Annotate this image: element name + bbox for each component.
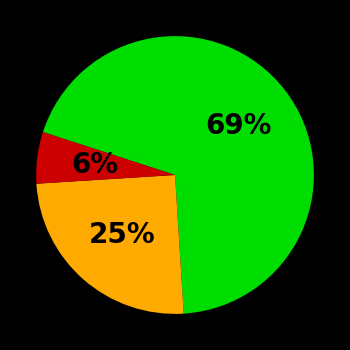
- Wedge shape: [36, 175, 184, 314]
- Wedge shape: [36, 132, 175, 184]
- Text: 25%: 25%: [89, 222, 155, 250]
- Text: 6%: 6%: [71, 151, 119, 179]
- Text: 69%: 69%: [205, 112, 272, 140]
- Wedge shape: [43, 36, 314, 314]
